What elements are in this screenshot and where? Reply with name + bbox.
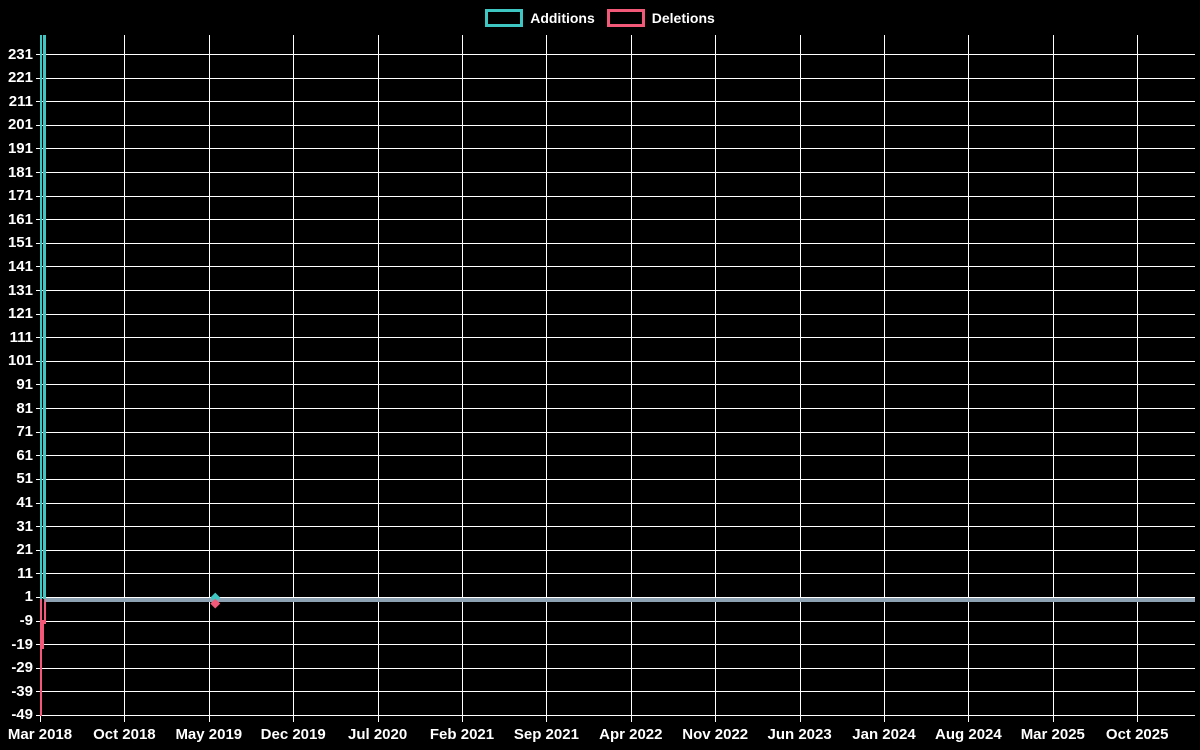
- y-gridline: [36, 337, 1195, 339]
- y-axis-tick-label: 211: [8, 92, 33, 110]
- x-gridline: [377, 35, 379, 722]
- deletions-swatch-icon: [606, 9, 645, 27]
- y-gridline: [36, 54, 1195, 55]
- y-gridline: [36, 101, 1195, 103]
- x-gridline: [293, 35, 295, 722]
- x-gridline: [1052, 35, 1054, 722]
- flat-series-line: [45, 598, 1195, 602]
- y-gridline: [36, 644, 1195, 646]
- x-axis-tick-label: Oct 2018: [93, 726, 156, 743]
- y-axis-tick-label: 191: [7, 139, 33, 157]
- x-gridline: [1137, 35, 1139, 722]
- y-axis-tick-label: 221: [7, 69, 33, 87]
- legend-item-additions[interactable]: Additions: [485, 9, 595, 27]
- x-axis-tick-label: Sep 2021: [513, 726, 579, 743]
- y-axis-tick-label: -49: [11, 706, 33, 724]
- y-gridline: [36, 290, 1195, 292]
- y-axis-tick-label: 141: [7, 257, 33, 275]
- x-axis-tick-label: Mar 2018: [7, 726, 73, 743]
- y-gridline: [36, 549, 1195, 551]
- y-axis-tick-label: 11: [17, 564, 33, 582]
- y-gridline: [36, 124, 1195, 126]
- y-gridline: [36, 360, 1195, 362]
- y-axis-tick-label: 111: [9, 328, 33, 346]
- x-gridline: [124, 35, 126, 722]
- y-axis-tick-label: -9: [19, 612, 33, 630]
- y-gridline: [36, 195, 1195, 197]
- y-gridline: [36, 77, 1195, 79]
- legend-label-additions: Additions: [530, 10, 595, 26]
- deletions-spike-line: [39, 599, 42, 716]
- y-gridline: [36, 431, 1195, 433]
- y-gridline: [36, 714, 1195, 716]
- y-gridline: [36, 408, 1195, 410]
- y-gridline: [36, 242, 1195, 244]
- x-axis-tick-label: Jun 2023: [767, 726, 832, 743]
- y-axis-tick-label: 41: [16, 494, 33, 512]
- y-axis-tick-label: 181: [7, 163, 33, 181]
- x-axis-tick-label: Apr 2022: [599, 726, 663, 743]
- x-axis-tick-label: May 2019: [175, 726, 243, 743]
- additions-spike-line: [39, 35, 42, 599]
- y-gridline: [36, 573, 1195, 575]
- y-axis-tick-label: -29: [11, 659, 33, 677]
- x-gridline: [462, 35, 463, 722]
- y-axis-tick-label: 21: [16, 541, 33, 559]
- x-axis-tick-label: Jul 2020: [347, 726, 408, 743]
- x-axis-tick-label: Dec 2019: [260, 726, 326, 743]
- x-gridline: [630, 35, 632, 722]
- additions-swatch-icon: [485, 9, 524, 27]
- y-axis-tick-label: 91: [16, 375, 33, 393]
- deletions-spike-line: [43, 599, 46, 624]
- y-axis-tick-label: 151: [7, 234, 33, 252]
- y-gridline: [36, 596, 1195, 598]
- y-axis-tick-label: 1: [24, 588, 33, 606]
- y-axis-tick-label: 81: [16, 399, 33, 417]
- y-gridline: [36, 691, 1195, 693]
- y-gridline: [36, 502, 1195, 504]
- y-axis-tick-label: 171: [7, 187, 33, 205]
- x-gridline: [546, 35, 548, 722]
- y-gridline: [36, 148, 1195, 150]
- y-axis-tick-label: 31: [16, 517, 33, 535]
- y-axis-tick-label: -39: [11, 682, 33, 700]
- y-axis-tick-label: 231: [7, 45, 33, 63]
- y-gridline: [36, 526, 1195, 528]
- y-gridline: [36, 266, 1195, 268]
- chart-legend: Additions Deletions: [0, 6, 1200, 30]
- y-gridline: [36, 620, 1195, 622]
- x-gridline: [799, 35, 801, 722]
- y-axis-tick-label: 161: [7, 210, 33, 228]
- y-gridline: [36, 219, 1195, 221]
- y-axis-tick-label: 131: [7, 281, 33, 299]
- y-gridline: [36, 455, 1195, 457]
- x-gridline: [715, 35, 717, 722]
- y-axis-tick-label: 201: [7, 116, 33, 134]
- y-gridline: [36, 384, 1195, 386]
- x-gridline: [884, 35, 885, 722]
- legend-label-deletions: Deletions: [651, 10, 715, 26]
- y-axis-tick-label: 101: [7, 352, 33, 370]
- y-axis-tick-label: 61: [16, 446, 33, 464]
- x-axis-tick-label: Oct 2025: [1105, 726, 1169, 743]
- y-gridline: [36, 667, 1195, 669]
- x-axis-tick-label: Nov 2022: [682, 726, 749, 743]
- y-axis-tick-label: 71: [16, 423, 33, 441]
- x-gridline: [968, 35, 970, 722]
- legend-item-deletions[interactable]: Deletions: [606, 9, 715, 27]
- deletions-spike-line: [41, 620, 44, 649]
- additions-spike-line: [43, 35, 46, 599]
- x-axis-tick-label: Mar 2025: [1020, 726, 1085, 743]
- y-axis-tick-label: 51: [16, 470, 33, 488]
- y-axis-tick-label: -19: [11, 635, 33, 653]
- x-axis-tick-label: Aug 2024: [935, 726, 1002, 743]
- y-gridline: [36, 313, 1195, 315]
- x-axis-tick-label: Jan 2024: [852, 726, 916, 743]
- y-gridline: [36, 478, 1195, 480]
- y-axis-tick-label: 121: [7, 305, 33, 323]
- x-gridline: [208, 35, 210, 722]
- x-axis-tick-label: Feb 2021: [429, 726, 495, 743]
- y-gridline: [36, 172, 1195, 174]
